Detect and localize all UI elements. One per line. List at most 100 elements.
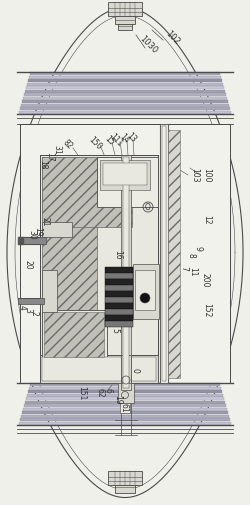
Bar <box>18 298 44 304</box>
Text: 31: 31 <box>52 145 62 155</box>
Bar <box>162 126 166 381</box>
Bar <box>105 285 133 290</box>
Bar <box>118 383 134 403</box>
Bar <box>103 163 147 185</box>
Bar <box>118 24 132 30</box>
Bar <box>40 355 158 383</box>
Bar <box>120 403 130 413</box>
Text: 16: 16 <box>114 250 122 260</box>
Text: 12: 12 <box>202 215 211 225</box>
Bar <box>30 72 220 75</box>
Bar <box>40 155 158 355</box>
Bar <box>22 100 228 104</box>
Text: 100: 100 <box>202 168 211 182</box>
Polygon shape <box>18 237 23 244</box>
Bar <box>100 160 150 190</box>
Text: 11: 11 <box>188 267 198 277</box>
Bar <box>23 408 227 411</box>
Bar <box>29 386 221 390</box>
Bar <box>42 157 132 227</box>
Bar <box>105 309 133 315</box>
Bar <box>105 291 133 296</box>
Bar <box>25 89 225 93</box>
Text: 1030: 1030 <box>137 34 159 56</box>
Bar <box>21 415 229 418</box>
Bar <box>97 157 158 207</box>
Text: 17: 17 <box>46 152 54 162</box>
Text: 82: 82 <box>62 138 74 152</box>
Bar <box>168 130 180 378</box>
Bar <box>105 315 133 321</box>
Bar <box>135 270 155 310</box>
Bar <box>30 383 220 386</box>
Text: 152: 152 <box>202 303 211 317</box>
Bar <box>20 124 230 383</box>
Text: O: O <box>145 203 151 212</box>
Bar <box>24 404 226 408</box>
Bar <box>105 303 133 309</box>
Bar <box>44 312 104 357</box>
Bar <box>42 157 97 352</box>
Bar <box>115 16 135 24</box>
Text: 61: 61 <box>120 403 128 413</box>
Bar <box>19 422 231 425</box>
Text: 150: 150 <box>87 135 103 152</box>
Text: 0: 0 <box>130 368 140 373</box>
Bar <box>24 93 226 96</box>
Text: 4: 4 <box>18 305 26 310</box>
Text: 151: 151 <box>78 386 86 400</box>
Text: 103: 103 <box>190 168 200 182</box>
Bar <box>22 411 228 414</box>
Bar <box>20 107 230 110</box>
Text: 30: 30 <box>28 230 36 240</box>
Bar <box>21 104 229 107</box>
Bar <box>108 2 142 16</box>
Bar <box>29 76 221 79</box>
Bar <box>42 270 57 312</box>
Text: 14: 14 <box>118 132 130 145</box>
Bar <box>25 400 225 404</box>
Bar <box>160 124 168 383</box>
Text: 7: 7 <box>180 266 188 271</box>
Text: 20: 20 <box>24 260 32 270</box>
Bar <box>28 79 222 82</box>
PathPatch shape <box>7 8 243 497</box>
Bar <box>105 267 133 273</box>
Text: 21: 21 <box>40 217 50 227</box>
Bar <box>19 111 231 114</box>
Bar <box>42 310 107 360</box>
Text: 6: 6 <box>104 387 112 392</box>
Bar <box>105 273 133 278</box>
Text: 8: 8 <box>186 252 196 258</box>
Bar <box>105 279 133 284</box>
Bar <box>115 485 135 493</box>
Text: 5: 5 <box>110 328 120 332</box>
Bar <box>23 96 227 100</box>
Text: 9: 9 <box>194 245 202 250</box>
Bar <box>105 297 133 302</box>
Bar <box>26 397 224 400</box>
Text: 13: 13 <box>124 131 138 144</box>
Bar <box>133 264 159 319</box>
Bar <box>20 418 230 421</box>
Text: 200: 200 <box>200 273 209 287</box>
Bar <box>18 237 46 244</box>
Text: 15: 15 <box>102 134 116 147</box>
Text: 111: 111 <box>108 132 124 148</box>
Text: 62: 62 <box>96 388 104 398</box>
Bar <box>108 471 142 485</box>
Bar <box>42 222 72 237</box>
Text: 19: 19 <box>114 395 122 405</box>
Bar <box>121 355 131 383</box>
Bar <box>26 86 224 89</box>
Bar <box>27 82 223 86</box>
Text: 102: 102 <box>163 29 181 47</box>
Bar <box>121 155 131 390</box>
Circle shape <box>140 293 150 303</box>
Text: 3: 3 <box>24 308 32 313</box>
Bar <box>42 357 156 381</box>
Bar <box>28 390 222 393</box>
Text: 19: 19 <box>34 227 42 237</box>
Text: 18: 18 <box>38 160 48 170</box>
Bar <box>105 321 133 327</box>
